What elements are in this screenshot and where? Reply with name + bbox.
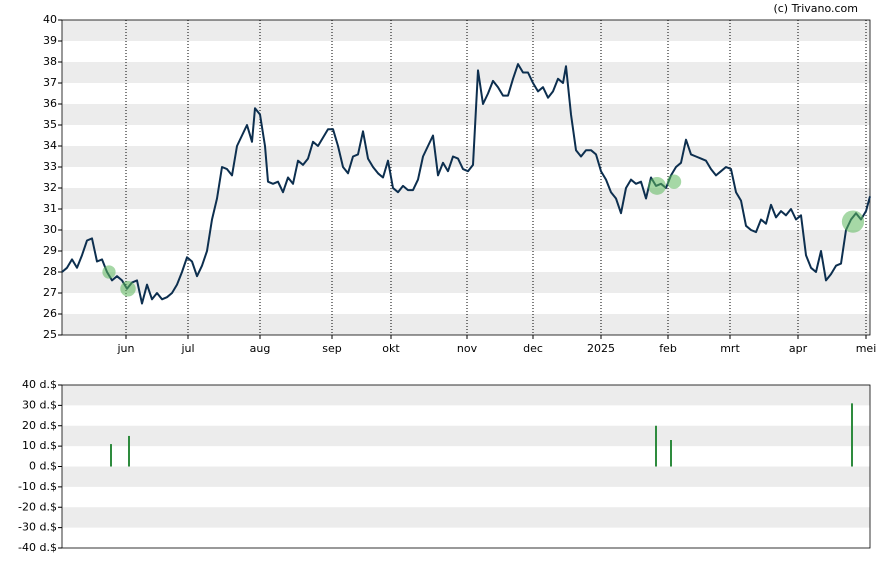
- y-tick-label: 0 d.$: [29, 460, 57, 473]
- y-tick-label: 30: [43, 223, 57, 236]
- x-tick-label: sep: [322, 342, 341, 355]
- y-tick-label: -30 d.$: [18, 521, 57, 534]
- x-tick-label: mei: [856, 342, 877, 355]
- y-tick-label: 34: [43, 139, 57, 152]
- x-tick-label: feb: [659, 342, 677, 355]
- y-tick-label: 20 d.$: [22, 419, 57, 432]
- credit: (c) Trivano.com: [773, 2, 858, 15]
- volume-bar: [851, 403, 853, 467]
- grid-band: [62, 20, 870, 41]
- x-tick-label: mrt: [720, 342, 740, 355]
- y-tick-label: 27: [43, 286, 57, 299]
- x-tick-label: apr: [789, 342, 808, 355]
- y-tick-label: 26: [43, 307, 57, 320]
- grid-band: [62, 230, 870, 251]
- y-tick-label: -10 d.$: [18, 480, 57, 493]
- grid-band: [62, 425, 870, 447]
- trade-marker: [102, 265, 116, 279]
- y-tick-label: 25: [43, 328, 57, 341]
- grid-band: [62, 507, 870, 528]
- y-tick-label: 36: [43, 97, 57, 110]
- grid-band: [62, 104, 870, 125]
- y-tick-label: 40: [43, 13, 57, 26]
- y-tick-label: -20 d.$: [18, 500, 57, 513]
- volume-bar: [670, 440, 672, 467]
- y-tick-label: 35: [43, 118, 57, 131]
- grid-band: [62, 62, 870, 83]
- y-tick-label: 40 d.$: [22, 378, 57, 391]
- x-tick-label: nov: [457, 342, 478, 355]
- volume-bar: [655, 425, 657, 467]
- trade-marker: [666, 174, 682, 189]
- y-tick-label: 37: [43, 76, 57, 89]
- x-tick-label: dec: [523, 342, 543, 355]
- x-tick-label: okt: [382, 342, 400, 355]
- trade-marker: [648, 176, 666, 195]
- grid-band: [62, 188, 870, 209]
- grid-band: [62, 314, 870, 335]
- grid-band: [62, 385, 870, 406]
- x-tick-label: jul: [180, 342, 194, 355]
- price-line: [61, 63, 871, 305]
- grid-band: [62, 466, 870, 487]
- x-tick-label: aug: [250, 342, 271, 355]
- y-tick-label: 38: [43, 55, 57, 68]
- y-tick-label: 39: [43, 34, 57, 47]
- plot-frame: [61, 19, 871, 336]
- x-tick-label: 2025: [587, 342, 615, 355]
- x-tick-label: jun: [117, 342, 135, 355]
- volume-bar: [128, 435, 130, 467]
- grid-band: [62, 146, 870, 167]
- y-tick-label: 31: [43, 202, 57, 215]
- grid-band: [62, 272, 870, 293]
- trade-marker: [841, 210, 865, 233]
- y-tick-label: 33: [43, 160, 57, 173]
- volume-bar: [110, 444, 112, 467]
- y-tick-label: 10 d.$: [22, 439, 57, 452]
- y-tick-label: 30 d.$: [22, 398, 57, 411]
- y-tick-label: 28: [43, 265, 57, 278]
- y-tick-label: -40 d.$: [18, 541, 57, 554]
- trade-marker: [120, 281, 136, 297]
- y-tick-label: 32: [43, 181, 57, 194]
- plot-frame: [61, 384, 871, 549]
- y-tick-label: 29: [43, 244, 57, 257]
